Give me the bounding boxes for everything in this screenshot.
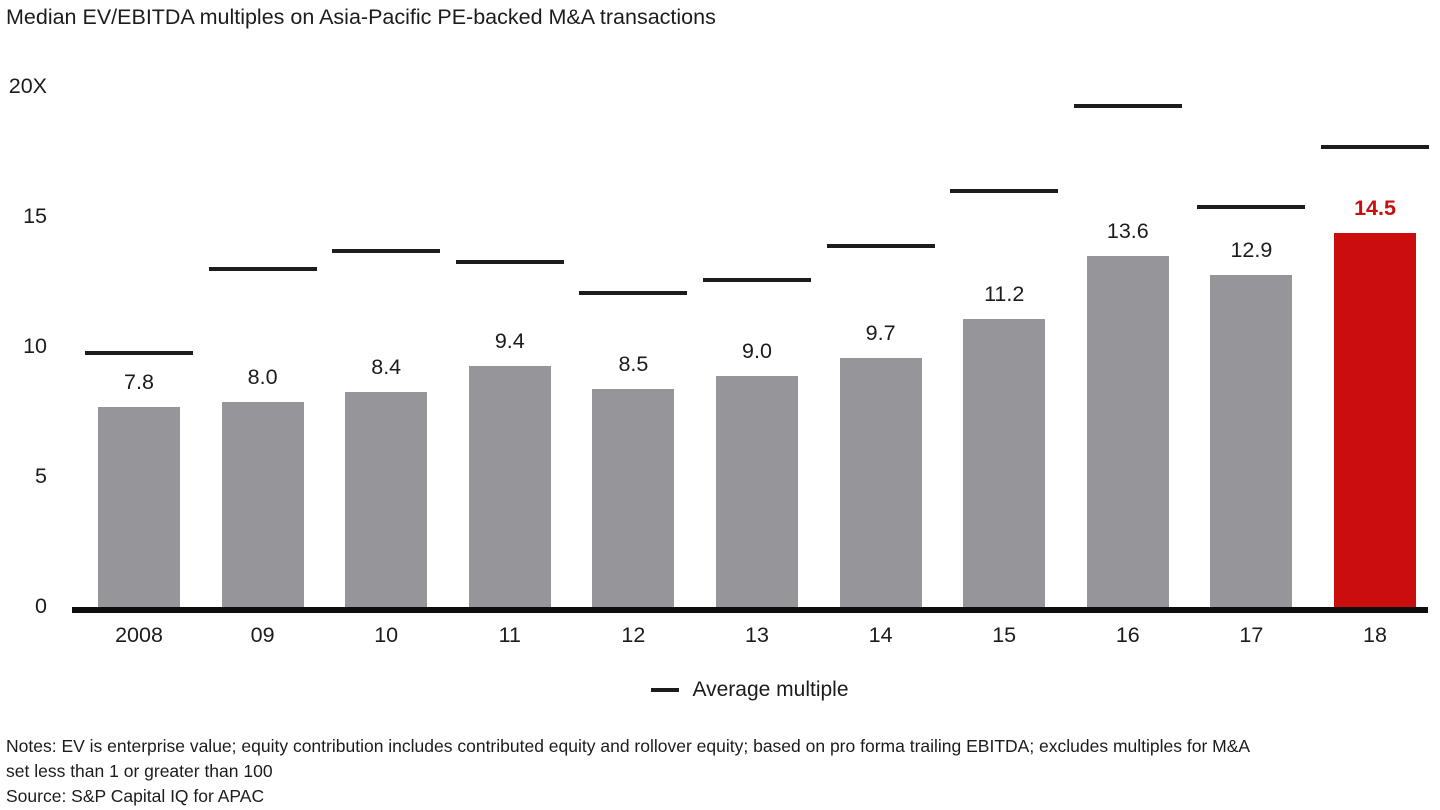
bar-2018-highlighted bbox=[1334, 233, 1416, 608]
bar bbox=[1210, 274, 1293, 608]
x-axis-tick-label: 15 bbox=[992, 623, 1017, 647]
bar-value-label: 8.4 bbox=[371, 354, 402, 379]
average-multiple-line bbox=[208, 267, 317, 272]
bar bbox=[839, 357, 922, 608]
average-line-legend-icon bbox=[651, 688, 680, 692]
x-axis-tick-label: 16 bbox=[1115, 623, 1140, 647]
average-multiple-line bbox=[85, 350, 193, 355]
bar-value-label: 11.2 bbox=[984, 281, 1025, 306]
x-axis-tick-label: 14 bbox=[868, 623, 893, 647]
average-multiple-line bbox=[826, 244, 935, 248]
bar-value-label: 14.5 bbox=[1354, 196, 1396, 220]
bar-value-label: 9.0 bbox=[742, 339, 772, 363]
x-axis-tick-label: 09 bbox=[250, 623, 275, 647]
bar-value-label: 9.4 bbox=[494, 328, 525, 353]
chart-title: Median EV/EBITDA multiples on Asia-Pacif… bbox=[6, 5, 716, 29]
average-multiple-line bbox=[1197, 205, 1306, 209]
average-multiple-line bbox=[455, 259, 564, 264]
x-axis-tick-label: 13 bbox=[745, 623, 769, 647]
x-axis-tick-label: 18 bbox=[1363, 623, 1387, 647]
bar-value-label: 9.7 bbox=[865, 320, 896, 345]
average-multiple-line bbox=[579, 290, 688, 295]
x-axis-tick-label: 17 bbox=[1239, 623, 1264, 647]
bar-value-label: 8.5 bbox=[618, 352, 649, 376]
bar bbox=[98, 407, 180, 608]
bar-value-label: 8.0 bbox=[247, 365, 278, 389]
bar-value-label: 13.6 bbox=[1106, 219, 1149, 244]
bar bbox=[963, 318, 1046, 608]
x-axis-tick-label: 12 bbox=[621, 623, 646, 647]
average-multiple-line bbox=[332, 249, 441, 254]
x-axis-tick-label: 11 bbox=[498, 623, 521, 647]
average-multiple-line bbox=[950, 189, 1059, 194]
average-multiple-line bbox=[703, 277, 811, 282]
bar bbox=[221, 402, 304, 608]
legend-label: Average multiple bbox=[692, 678, 849, 701]
x-axis-tick-label: 10 bbox=[374, 623, 399, 647]
bar-value-label: 12.9 bbox=[1230, 237, 1273, 262]
x-axis-tick-label: 2008 bbox=[115, 623, 163, 647]
y-axis-tick-label: 10 bbox=[23, 334, 47, 358]
bar bbox=[345, 391, 428, 608]
bar bbox=[716, 376, 798, 608]
average-multiple-line bbox=[1321, 145, 1429, 150]
bar-value-label: 7.8 bbox=[124, 370, 154, 395]
y-axis-tick-label: 0 bbox=[35, 594, 47, 618]
footnotes: Notes: EV is enterprise value; equity co… bbox=[6, 734, 1436, 809]
notes-line-1: Notes: EV is enterprise value; equity co… bbox=[6, 736, 1251, 756]
bar bbox=[592, 389, 675, 608]
bar bbox=[468, 365, 551, 608]
y-axis-tick-label: 15 bbox=[23, 204, 47, 228]
average-multiple-line bbox=[1073, 103, 1182, 108]
y-axis-tick-label: 20X bbox=[8, 74, 47, 98]
x-axis-line bbox=[72, 607, 1428, 613]
bar bbox=[1086, 256, 1169, 608]
legend: Average multiple bbox=[72, 676, 1428, 704]
source-line: Source: S&P Capital IQ for APAC bbox=[6, 786, 265, 806]
notes-line-2: set less than 1 or greater than 100 bbox=[6, 761, 273, 781]
y-axis-tick-label: 5 bbox=[35, 464, 47, 488]
